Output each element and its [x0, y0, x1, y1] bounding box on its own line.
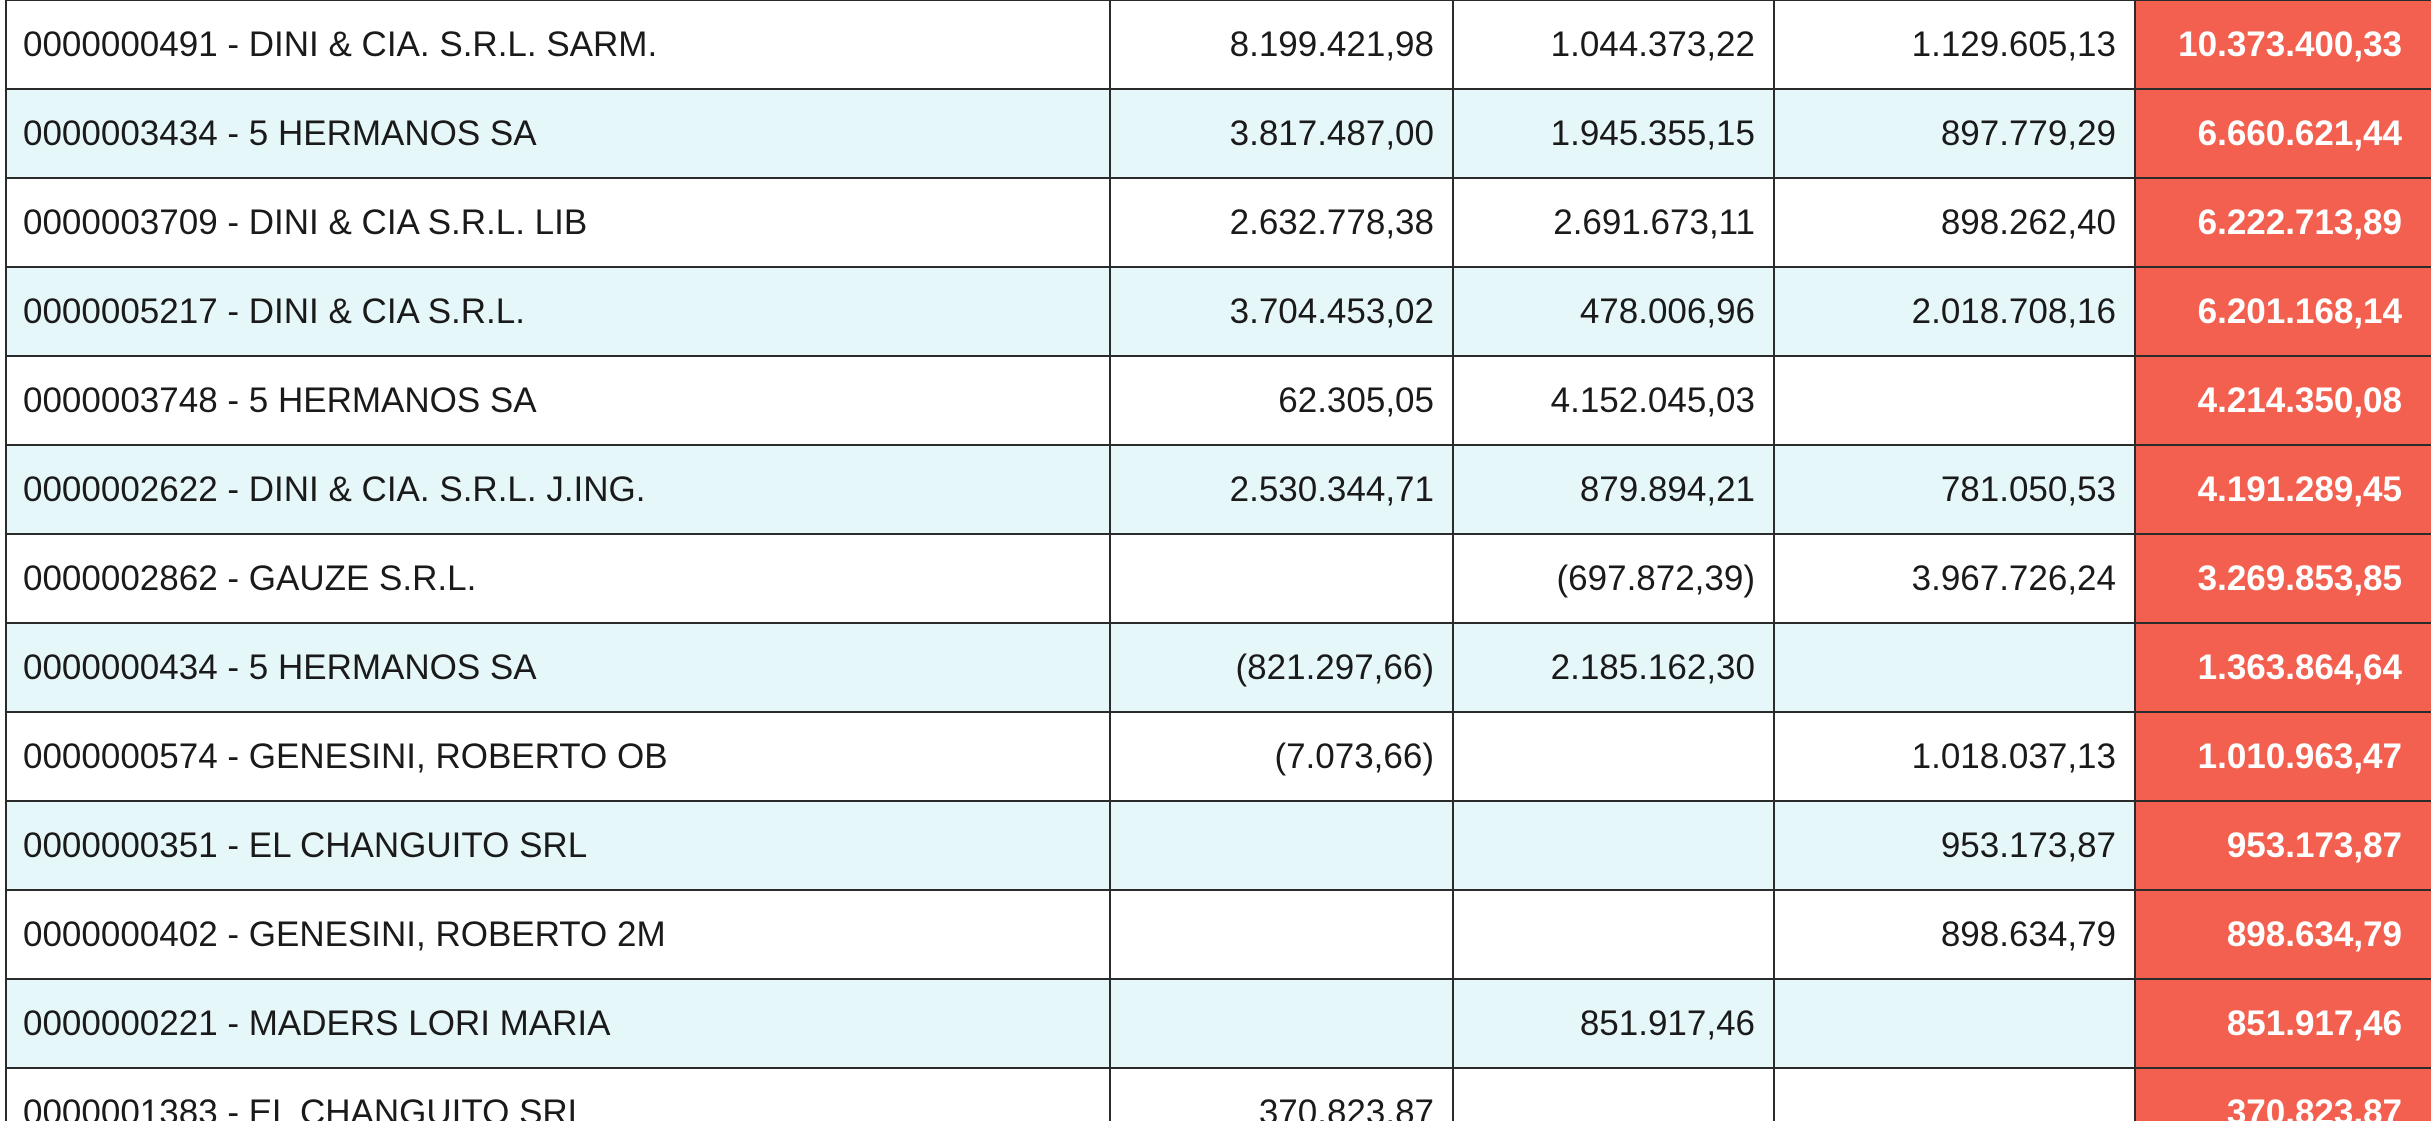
cell-value-a[interactable]: (7.073,66) [1109, 711, 1454, 802]
cell-total[interactable]: 851.917,46 [2134, 978, 2431, 1069]
cell-client[interactable]: 0000000221 - MADERS LORI MARIA [5, 978, 1111, 1069]
cell-value-b[interactable]: (697.872,39) [1452, 533, 1775, 624]
cell-value-c[interactable] [1773, 978, 2136, 1069]
cell-total[interactable]: 370.823,87 [2134, 1067, 2431, 1121]
cell-value-c[interactable]: 953.173,87 [1773, 800, 2136, 891]
cell-value-b[interactable]: 4.152.045,03 [1452, 355, 1775, 446]
cell-value-a[interactable]: 62.305,05 [1109, 355, 1454, 446]
table-body: 0000000491 - DINI & CIA. S.R.L. SARM. 8.… [5, 0, 2431, 1121]
cell-value-c[interactable]: 897.779,29 [1773, 88, 2136, 179]
cell-client[interactable]: 0000003709 - DINI & CIA S.R.L. LIB [5, 177, 1111, 268]
cell-value-a[interactable] [1109, 800, 1454, 891]
cell-value-b[interactable] [1452, 800, 1775, 891]
cell-value-a[interactable] [1109, 889, 1454, 980]
cell-value-c[interactable] [1773, 1067, 2136, 1121]
cell-value-b[interactable] [1452, 711, 1775, 802]
cell-total[interactable]: 3.269.853,85 [2134, 533, 2431, 624]
table-row: 0000000491 - DINI & CIA. S.R.L. SARM. 8.… [5, 0, 2431, 90]
cell-value-c[interactable]: 3.967.726,24 [1773, 533, 2136, 624]
cell-value-b[interactable] [1452, 1067, 1775, 1121]
table-row: 0000000351 - EL CHANGUITO SRL 953.173,87… [5, 800, 2431, 891]
cell-value-b[interactable]: 879.894,21 [1452, 444, 1775, 535]
cell-value-a[interactable] [1109, 533, 1454, 624]
cell-total[interactable]: 4.191.289,45 [2134, 444, 2431, 535]
cell-value-a[interactable]: 2.530.344,71 [1109, 444, 1454, 535]
cell-client[interactable]: 0000002862 - GAUZE S.R.L. [5, 533, 1111, 624]
cell-client[interactable]: 0000000402 - GENESINI, ROBERTO 2M [5, 889, 1111, 980]
table-row: 0000005217 - DINI & CIA S.R.L. 3.704.453… [5, 266, 2431, 357]
cell-client[interactable]: 0000003748 - 5 HERMANOS SA [5, 355, 1111, 446]
table-row: 0000000434 - 5 HERMANOS SA (821.297,66) … [5, 622, 2431, 713]
table-row: 0000003434 - 5 HERMANOS SA 3.817.487,00 … [5, 88, 2431, 179]
table-row: 0000002622 - DINI & CIA. S.R.L. J.ING. 2… [5, 444, 2431, 535]
cell-total[interactable]: 10.373.400,33 [2134, 0, 2431, 90]
table-row: 0000000574 - GENESINI, ROBERTO OB (7.073… [5, 711, 2431, 802]
cell-value-b[interactable]: 1.945.355,15 [1452, 88, 1775, 179]
data-table: 0000000491 - DINI & CIA. S.R.L. SARM. 8.… [5, 0, 2431, 1121]
cell-client[interactable]: 0000000434 - 5 HERMANOS SA [5, 622, 1111, 713]
cell-value-a[interactable]: 2.632.778,38 [1109, 177, 1454, 268]
table-row: 0000002862 - GAUZE S.R.L. (697.872,39) 3… [5, 533, 2431, 624]
cell-value-c[interactable] [1773, 622, 2136, 713]
cell-client[interactable]: 0000000351 - EL CHANGUITO SRL [5, 800, 1111, 891]
cell-value-b[interactable]: 2.691.673,11 [1452, 177, 1775, 268]
cell-total[interactable]: 1.363.864,64 [2134, 622, 2431, 713]
cell-value-c[interactable]: 1.018.037,13 [1773, 711, 2136, 802]
cell-client[interactable]: 0000001383 - EL CHANGUITO SRL [5, 1067, 1111, 1121]
cell-value-b[interactable]: 1.044.373,22 [1452, 0, 1775, 90]
cell-value-c[interactable]: 2.018.708,16 [1773, 266, 2136, 357]
cell-value-a[interactable]: 3.817.487,00 [1109, 88, 1454, 179]
table-row: 0000003748 - 5 HERMANOS SA 62.305,05 4.1… [5, 355, 2431, 446]
cell-total[interactable]: 6.660.621,44 [2134, 88, 2431, 179]
cell-value-c[interactable] [1773, 355, 2136, 446]
cell-value-b[interactable]: 2.185.162,30 [1452, 622, 1775, 713]
cell-value-c[interactable]: 1.129.605,13 [1773, 0, 2136, 90]
cell-client[interactable]: 0000002622 - DINI & CIA. S.R.L. J.ING. [5, 444, 1111, 535]
cell-value-c[interactable]: 781.050,53 [1773, 444, 2136, 535]
cell-value-a[interactable]: 8.199.421,98 [1109, 0, 1454, 90]
table-row: 0000000221 - MADERS LORI MARIA 851.917,4… [5, 978, 2431, 1069]
cell-client[interactable]: 0000000574 - GENESINI, ROBERTO OB [5, 711, 1111, 802]
table-row: 0000003709 - DINI & CIA S.R.L. LIB 2.632… [5, 177, 2431, 268]
cell-value-b[interactable]: 478.006,96 [1452, 266, 1775, 357]
cell-total[interactable]: 953.173,87 [2134, 800, 2431, 891]
cell-client[interactable]: 0000003434 - 5 HERMANOS SA [5, 88, 1111, 179]
cell-value-b[interactable] [1452, 889, 1775, 980]
cell-total[interactable]: 6.201.168,14 [2134, 266, 2431, 357]
cell-value-c[interactable]: 898.634,79 [1773, 889, 2136, 980]
table-row: 0000000402 - GENESINI, ROBERTO 2M 898.63… [5, 889, 2431, 980]
cell-value-a[interactable]: (821.297,66) [1109, 622, 1454, 713]
cell-total[interactable]: 898.634,79 [2134, 889, 2431, 980]
cell-total[interactable]: 1.010.963,47 [2134, 711, 2431, 802]
cell-client[interactable]: 0000000491 - DINI & CIA. S.R.L. SARM. [5, 0, 1111, 90]
cell-value-c[interactable]: 898.262,40 [1773, 177, 2136, 268]
table-row: 0000001383 - EL CHANGUITO SRL 370.823,87… [5, 1067, 2431, 1121]
cell-total[interactable]: 6.222.713,89 [2134, 177, 2431, 268]
cell-value-a[interactable]: 370.823,87 [1109, 1067, 1454, 1121]
cell-total[interactable]: 4.214.350,08 [2134, 355, 2431, 446]
cell-client[interactable]: 0000005217 - DINI & CIA S.R.L. [5, 266, 1111, 357]
cell-value-b[interactable]: 851.917,46 [1452, 978, 1775, 1069]
cell-value-a[interactable]: 3.704.453,02 [1109, 266, 1454, 357]
cell-value-a[interactable] [1109, 978, 1454, 1069]
